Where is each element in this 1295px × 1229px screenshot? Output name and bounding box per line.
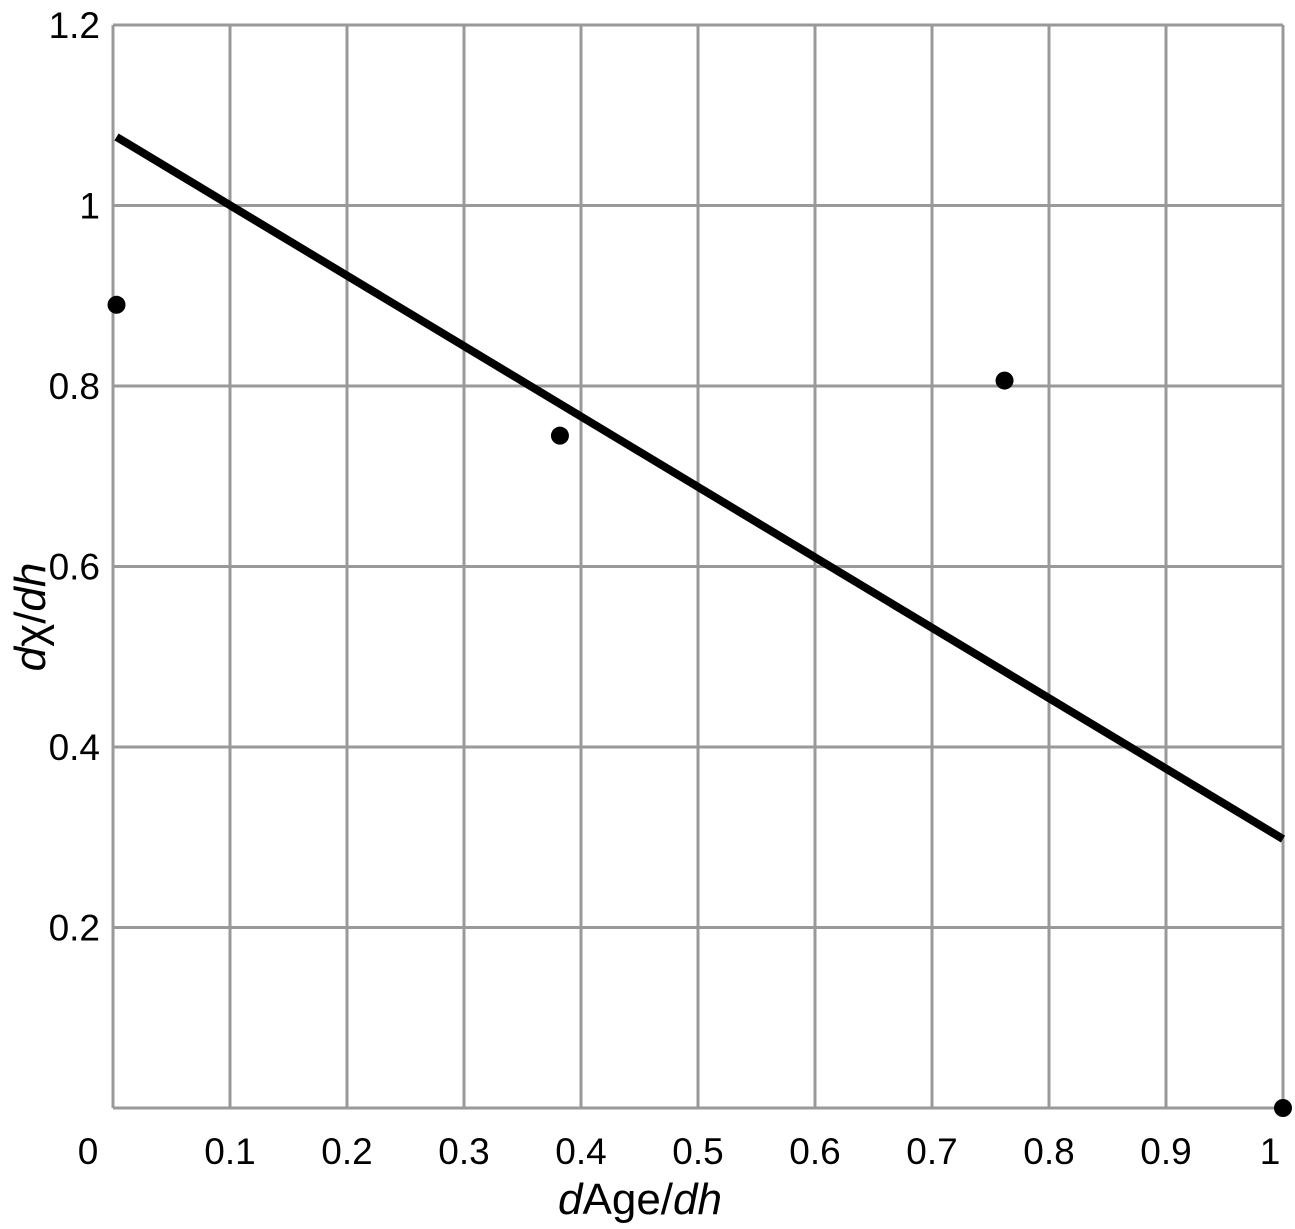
grid: [111, 23, 1285, 1110]
x-tick-label: 0.6: [789, 1131, 840, 1172]
fit-line: [114, 133, 1286, 843]
x-tick-label: 0.1: [204, 1131, 255, 1172]
x-tick-label: 0.7: [906, 1131, 957, 1172]
x-tick-label: 0.4: [555, 1131, 606, 1172]
y-tick-label: 0.6: [49, 547, 100, 588]
y-tick-label: 0.8: [49, 366, 100, 407]
data-point: [1274, 1099, 1292, 1117]
y-axis-label: dχ/dh: [6, 563, 55, 672]
data-point: [550, 426, 569, 445]
y-tick-label: 0.4: [49, 727, 100, 768]
y-tick-labels: 0.2 0.4 0.6 0.8 1 1.2: [49, 5, 100, 949]
x-tick-label: 0: [78, 1131, 99, 1172]
x-tick-labels: 0 0.1 0.2 0.3 0.4 0.5 0.6 0.7 0.8 0.9 1: [78, 1131, 1281, 1172]
data-point: [995, 371, 1014, 390]
x-tick-label: 0.8: [1023, 1131, 1074, 1172]
y-tick-label: 1.2: [49, 5, 100, 46]
data-point: [107, 295, 126, 314]
y-tick-label: 0.2: [49, 908, 100, 949]
x-tick-label: 0.5: [672, 1131, 723, 1172]
y-tick-label: 1: [79, 186, 100, 227]
x-tick-label: 0.3: [438, 1131, 489, 1172]
x-axis-label: dAge/dh: [558, 1175, 722, 1224]
data-points: [107, 295, 1292, 1117]
x-tick-label: 0.9: [1140, 1131, 1191, 1172]
x-tick-label: 0.2: [321, 1131, 372, 1172]
x-tick-label: 1: [1260, 1131, 1281, 1172]
